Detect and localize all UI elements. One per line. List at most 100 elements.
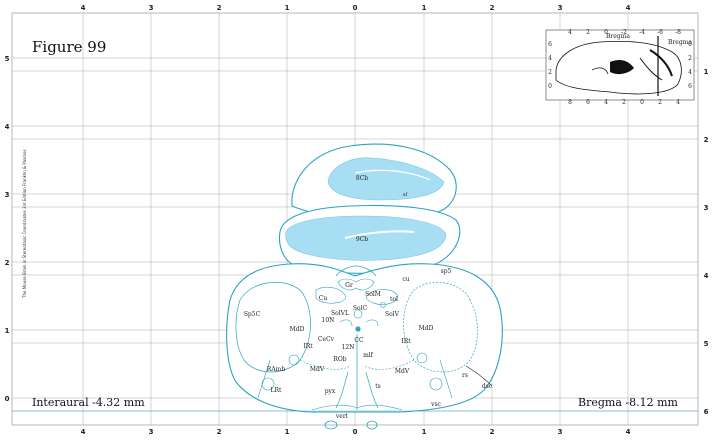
right-tick: 4 xyxy=(704,272,709,280)
label-solm: SolM xyxy=(365,291,381,298)
label-mdd-left: MdD xyxy=(290,326,305,333)
right-tick: 5 xyxy=(704,340,709,348)
label-ramb: RAmb xyxy=(267,366,286,373)
medulla xyxy=(12,263,698,430)
figure-title: Figure 99 xyxy=(32,38,107,56)
label-mdv-right: MdV xyxy=(395,368,410,375)
label-sp5: sp5 xyxy=(441,268,452,275)
top-tick: 0 xyxy=(353,4,358,12)
inset-bottom-tick: 6 xyxy=(586,99,590,106)
label-12n: 12N xyxy=(342,344,355,351)
label-pyx: pyx xyxy=(325,388,336,395)
inset-sagittal: Bregma Bregma 4 2 0 -2 -4 -6 -8 8 6 4 2 … xyxy=(545,29,695,106)
lobule-9cb xyxy=(278,204,461,274)
inset-top-tick: -2 xyxy=(621,29,627,36)
inset-sub: Bregma xyxy=(668,39,692,46)
right-tick: 2 xyxy=(704,136,709,144)
label-cecv: CeCv xyxy=(318,336,335,343)
inset-bottom-tick: 4 xyxy=(604,99,608,106)
label-vsc: vsc xyxy=(430,401,441,408)
label-sf: sf xyxy=(403,192,409,198)
inset-bottom-tick: 2 xyxy=(622,99,626,106)
inset-label: Bregma xyxy=(606,33,630,40)
top-tick: 1 xyxy=(285,4,290,12)
inset-left-tick: 0 xyxy=(548,83,552,90)
left-tick: 4 xyxy=(5,123,10,131)
bottom-tick: 1 xyxy=(285,428,290,436)
label-mlf: mlf xyxy=(363,352,374,359)
label-cu: Cu xyxy=(319,295,328,302)
inset-top-tick: -4 xyxy=(639,29,645,36)
atlas-credit: The Mouse Brain in Stereotaxic Coordinat… xyxy=(22,149,27,298)
label-solc: SolC xyxy=(353,305,368,312)
label-gr: Gr xyxy=(345,282,353,289)
label-irt-left: IRt xyxy=(303,343,313,350)
label-tol: tol xyxy=(390,296,398,303)
inset-top-tick: 0 xyxy=(604,29,608,36)
label-mdd-right: MdD xyxy=(419,325,434,332)
label-cu-tract: cu xyxy=(402,276,409,283)
left-tick: 0 xyxy=(5,395,10,403)
inset-bottom-tick: 4 xyxy=(676,99,680,106)
top-axis: 4 3 2 1 0 1 2 3 4 xyxy=(81,4,631,12)
lobule-8cb xyxy=(291,143,457,220)
inset-left-tick: 2 xyxy=(548,69,552,76)
bottom-tick: 3 xyxy=(558,428,563,436)
left-tick: 2 xyxy=(5,259,10,267)
bottom-tick: 3 xyxy=(149,428,154,436)
label-8cb: 8Cb xyxy=(356,175,368,182)
interaural-label: Interaural -4.32 mm xyxy=(32,396,145,409)
right-tick: 6 xyxy=(704,408,709,416)
label-sp5c: Sp5C xyxy=(244,311,261,318)
top-tick: 3 xyxy=(149,4,154,12)
bregma-label: Bregma -8.12 mm xyxy=(578,396,678,409)
label-irt-right: IRt xyxy=(401,338,411,345)
left-tick: 1 xyxy=(5,327,10,335)
bottom-tick: 2 xyxy=(217,428,222,436)
label-ts: ts xyxy=(375,383,381,390)
inset-right-tick: 0 xyxy=(688,41,692,48)
structure-labels: 8Cb sf 9Cb Gr cu sp5 Cu SolM tol SolC Sp… xyxy=(244,175,493,420)
inset-top-tick: 4 xyxy=(568,29,572,36)
top-tick: 4 xyxy=(626,4,631,12)
inset-left-tick: 6 xyxy=(548,41,552,48)
inset-bottom-tick: 2 xyxy=(658,99,662,106)
right-tick: 3 xyxy=(704,204,709,212)
bottom-tick: 4 xyxy=(81,428,86,436)
label-mdv-left: MdV xyxy=(310,366,325,373)
inset-left-tick: 4 xyxy=(548,55,552,62)
bottom-axis: 4 3 2 1 0 1 2 3 4 xyxy=(81,428,631,436)
inset-right-tick: 4 xyxy=(688,69,692,76)
inset-bottom-tick: 0 xyxy=(640,99,644,106)
right-tick: 1 xyxy=(704,68,709,76)
label-solvl: SolVL xyxy=(331,310,349,317)
inset-right-tick: 6 xyxy=(688,83,692,90)
bottom-tick: 4 xyxy=(626,428,631,436)
inset-right-tick: 2 xyxy=(688,55,692,62)
right-axis: 1 2 3 4 5 6 xyxy=(704,68,709,416)
label-9cb: 9Cb xyxy=(356,236,368,243)
top-tick: 2 xyxy=(217,4,222,12)
bottom-tick: 2 xyxy=(490,428,495,436)
inset-top-tick: -8 xyxy=(675,29,681,36)
bottom-tick: 0 xyxy=(353,428,358,436)
label-lrt: LRt xyxy=(271,387,283,394)
label-rob: ROb xyxy=(333,356,346,363)
top-tick: 2 xyxy=(490,4,495,12)
left-tick: 5 xyxy=(5,55,10,63)
label-solv: SolV xyxy=(385,311,400,318)
label-cc: CC xyxy=(354,337,364,344)
left-axis: 5 4 3 2 1 0 xyxy=(5,55,10,403)
inset-bottom-tick: 8 xyxy=(568,99,572,106)
label-dsc: dsc xyxy=(482,383,493,390)
inset-top-tick: 2 xyxy=(586,29,590,36)
inset-top-tick: -6 xyxy=(657,29,663,36)
label-rs: rs xyxy=(462,372,468,379)
label-10n: 10N xyxy=(322,317,335,324)
top-tick: 3 xyxy=(558,4,563,12)
top-tick: 1 xyxy=(422,4,427,12)
bottom-tick: 1 xyxy=(422,428,427,436)
label-vert: vert xyxy=(335,413,349,420)
